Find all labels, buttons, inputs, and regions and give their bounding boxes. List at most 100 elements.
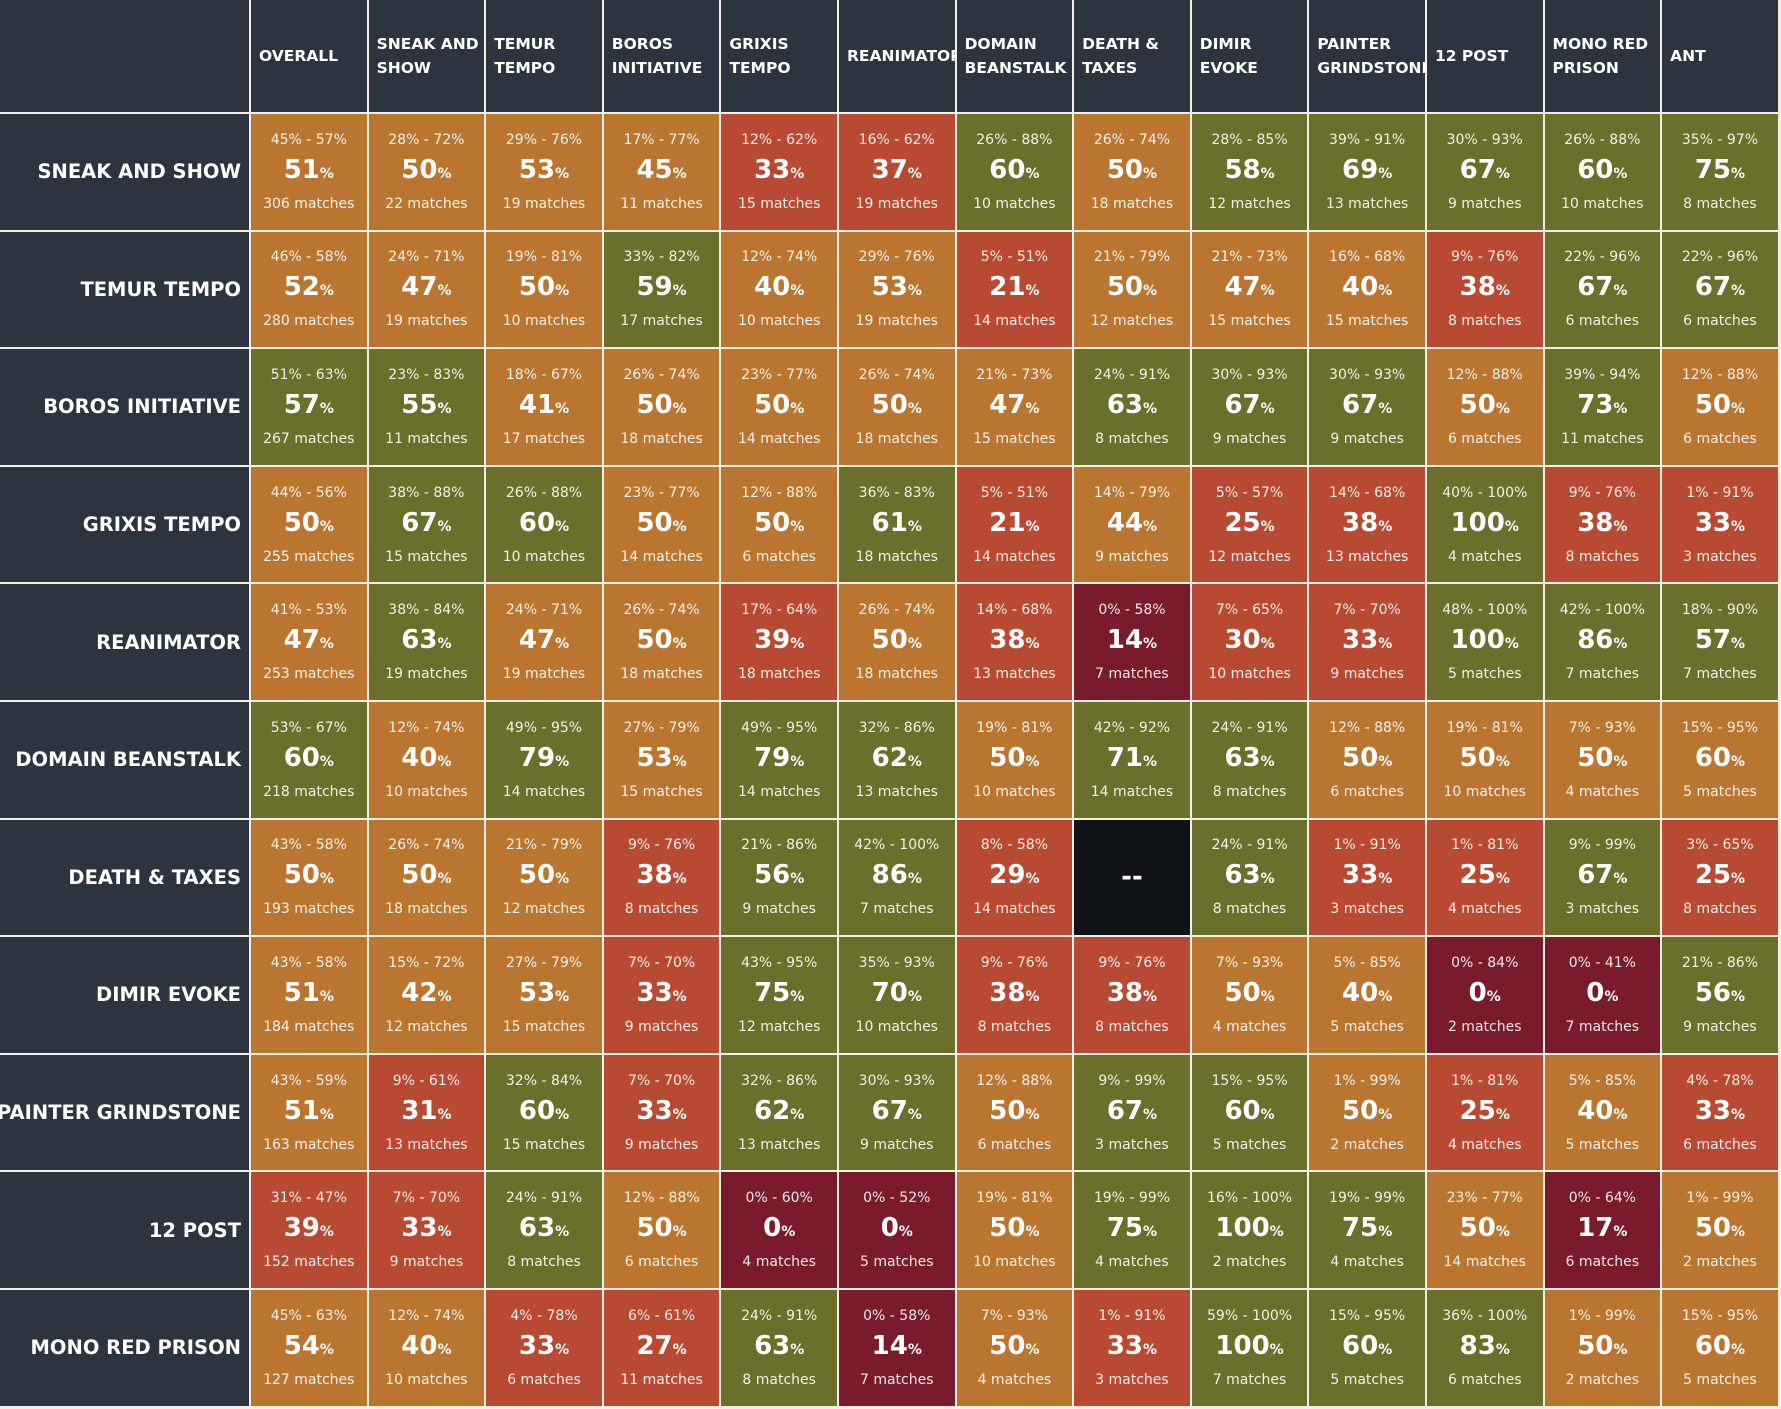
- matchup-cell[interactable]: 0% - 64% 17% 6 matches: [1544, 1172, 1661, 1288]
- column-header[interactable]: TEMUR TEMPO: [486, 0, 602, 112]
- matchup-cell[interactable]: 16% - 68% 40% 15 matches: [1309, 231, 1425, 348]
- matchup-cell[interactable]: 9% - 99% 67% 3 matches: [1544, 819, 1661, 936]
- matchup-cell[interactable]: 5% - 51% 21% 14 matches: [956, 231, 1073, 348]
- matchup-cell[interactable]: 19% - 81% 50% 10 matches: [486, 231, 602, 348]
- matchup-cell[interactable]: 9% - 76% 38% 8 matches: [603, 819, 720, 936]
- matchup-cell[interactable]: 14% - 68% 38% 13 matches: [1309, 466, 1425, 583]
- matchup-cell[interactable]: 41% - 53% 47% 253 matches: [251, 584, 367, 700]
- matchup-cell[interactable]: 30% - 93% 67% 9 matches: [1426, 114, 1543, 230]
- matchup-cell[interactable]: 22% - 96% 67% 6 matches: [1544, 231, 1661, 348]
- matchup-cell[interactable]: 17% - 77% 45% 11 matches: [603, 114, 720, 230]
- matchup-cell[interactable]: 12% - 62% 33% 15 matches: [721, 114, 837, 230]
- matchup-cell[interactable]: 44% - 56% 50% 255 matches: [251, 466, 367, 583]
- matchup-cell[interactable]: 26% - 88% 60% 10 matches: [956, 114, 1073, 230]
- matchup-cell[interactable]: 15% - 95% 60% 5 matches: [1662, 1289, 1778, 1406]
- matchup-cell[interactable]: 23% - 77% 50% 14 matches: [603, 466, 720, 583]
- matchup-cell[interactable]: 21% - 73% 47% 15 matches: [956, 349, 1073, 465]
- matchup-cell[interactable]: 0% - 52% 0% 5 matches: [838, 1172, 955, 1288]
- matchup-cell[interactable]: 39% - 94% 73% 11 matches: [1544, 349, 1661, 465]
- matchup-cell[interactable]: 32% - 84% 60% 15 matches: [486, 1054, 602, 1171]
- row-header[interactable]: MONO RED PRISON: [0, 1289, 249, 1406]
- matchup-cell[interactable]: 26% - 88% 60% 10 matches: [486, 466, 602, 583]
- matchup-cell[interactable]: 38% - 88% 67% 15 matches: [368, 466, 485, 583]
- matchup-cell[interactable]: 26% - 74% 50% 18 matches: [603, 584, 720, 700]
- matchup-cell[interactable]: 15% - 72% 42% 12 matches: [368, 937, 485, 1053]
- column-header[interactable]: GRIXIS TEMPO: [721, 0, 837, 112]
- matchup-cell[interactable]: 0% - 60% 0% 4 matches: [721, 1172, 837, 1288]
- matchup-cell[interactable]: 9% - 76% 38% 8 matches: [956, 937, 1073, 1053]
- matchup-cell[interactable]: 40% - 100% 100% 4 matches: [1426, 466, 1543, 583]
- matchup-cell[interactable]: 26% - 74% 50% 18 matches: [1074, 114, 1190, 230]
- matchup-cell[interactable]: 51% - 63% 57% 267 matches: [251, 349, 367, 465]
- matchup-cell[interactable]: 12% - 88% 50% 6 matches: [1426, 349, 1543, 465]
- matchup-cell[interactable]: 24% - 91% 63% 8 matches: [721, 1289, 837, 1406]
- matchup-cell[interactable]: 0% - 41% 0% 7 matches: [1544, 937, 1661, 1053]
- matchup-cell[interactable]: 49% - 95% 79% 14 matches: [486, 701, 602, 818]
- matchup-cell[interactable]: 35% - 93% 70% 10 matches: [838, 937, 955, 1053]
- matchup-cell[interactable]: 5% - 85% 40% 5 matches: [1544, 1054, 1661, 1171]
- matchup-cell[interactable]: 12% - 74% 40% 10 matches: [368, 1289, 485, 1406]
- matchup-cell[interactable]: 43% - 58% 51% 184 matches: [251, 937, 367, 1053]
- matchup-cell[interactable]: 53% - 67% 60% 218 matches: [251, 701, 367, 818]
- matchup-cell[interactable]: 24% - 71% 47% 19 matches: [368, 231, 485, 348]
- matchup-cell[interactable]: 30% - 93% 67% 9 matches: [838, 1054, 955, 1171]
- matchup-cell[interactable]: 12% - 74% 40% 10 matches: [721, 231, 837, 348]
- matchup-cell[interactable]: 32% - 86% 62% 13 matches: [838, 701, 955, 818]
- matchup-cell[interactable]: 1% - 91% 33% 3 matches: [1309, 819, 1425, 936]
- matchup-cell[interactable]: 15% - 95% 60% 5 matches: [1191, 1054, 1308, 1171]
- matchup-cell[interactable]: 26% - 74% 50% 18 matches: [368, 819, 485, 936]
- matchup-cell[interactable]: 22% - 96% 67% 6 matches: [1662, 231, 1778, 348]
- column-header[interactable]: SNEAK AND SHOW: [368, 0, 485, 112]
- matchup-cell[interactable]: 9% - 99% 67% 3 matches: [1074, 1054, 1190, 1171]
- matchup-cell[interactable]: 12% - 74% 40% 10 matches: [368, 701, 485, 818]
- matchup-cell[interactable]: 38% - 84% 63% 19 matches: [368, 584, 485, 700]
- matchup-cell[interactable]: 12% - 88% 50% 6 matches: [1309, 701, 1425, 818]
- matchup-cell[interactable]: 7% - 70% 33% 9 matches: [1309, 584, 1425, 700]
- matchup-cell[interactable]: 12% - 88% 50% 6 matches: [1662, 349, 1778, 465]
- matchup-cell[interactable]: 15% - 95% 60% 5 matches: [1662, 701, 1778, 818]
- column-header[interactable]: DIMIR EVOKE: [1191, 0, 1308, 112]
- matchup-cell[interactable]: 33% - 82% 59% 17 matches: [603, 231, 720, 348]
- matchup-cell[interactable]: 7% - 65% 30% 10 matches: [1191, 584, 1308, 700]
- row-header[interactable]: DIMIR EVOKE: [0, 937, 249, 1053]
- matchup-cell[interactable]: 59% - 100% 100% 7 matches: [1191, 1289, 1308, 1406]
- matchup-cell[interactable]: 1% - 99% 50% 2 matches: [1544, 1289, 1661, 1406]
- matchup-cell[interactable]: 4% - 78% 33% 6 matches: [1662, 1054, 1778, 1171]
- matchup-cell[interactable]: 21% - 86% 56% 9 matches: [721, 819, 837, 936]
- column-header[interactable]: ANT: [1662, 0, 1778, 112]
- matchup-cell[interactable]: 12% - 88% 50% 6 matches: [603, 1172, 720, 1288]
- matchup-cell[interactable]: 0% - 58% 14% 7 matches: [838, 1289, 955, 1406]
- matchup-cell[interactable]: 3% - 65% 25% 8 matches: [1662, 819, 1778, 936]
- row-header[interactable]: SNEAK AND SHOW: [0, 114, 249, 230]
- matchup-cell[interactable]: 46% - 58% 52% 280 matches: [251, 231, 367, 348]
- matchup-cell[interactable]: 27% - 79% 53% 15 matches: [603, 701, 720, 818]
- matchup-cell[interactable]: 9% - 76% 38% 8 matches: [1074, 937, 1190, 1053]
- matchup-cell[interactable]: 28% - 85% 58% 12 matches: [1191, 114, 1308, 230]
- matchup-cell[interactable]: 7% - 93% 50% 4 matches: [956, 1289, 1073, 1406]
- column-header[interactable]: MONO RED PRISON: [1544, 0, 1661, 112]
- matchup-cell[interactable]: 17% - 64% 39% 18 matches: [721, 584, 837, 700]
- matchup-cell[interactable]: 43% - 59% 51% 163 matches: [251, 1054, 367, 1171]
- matchup-cell[interactable]: 5% - 57% 25% 12 matches: [1191, 466, 1308, 583]
- matchup-cell[interactable]: 26% - 74% 50% 18 matches: [603, 349, 720, 465]
- matchup-cell[interactable]: 26% - 88% 60% 10 matches: [1544, 114, 1661, 230]
- matchup-cell[interactable]: 29% - 76% 53% 19 matches: [486, 114, 602, 230]
- matchup-cell[interactable]: 24% - 91% 63% 8 matches: [1074, 349, 1190, 465]
- matchup-cell[interactable]: --: [1074, 819, 1190, 936]
- matchup-cell[interactable]: 9% - 76% 38% 8 matches: [1426, 231, 1543, 348]
- matchup-cell[interactable]: 26% - 74% 50% 18 matches: [838, 584, 955, 700]
- matchup-cell[interactable]: 9% - 76% 38% 8 matches: [1544, 466, 1661, 583]
- matchup-cell[interactable]: 1% - 81% 25% 4 matches: [1426, 1054, 1543, 1171]
- matchup-cell[interactable]: 43% - 95% 75% 12 matches: [721, 937, 837, 1053]
- column-header[interactable]: BOROS INITIATIVE: [603, 0, 720, 112]
- matchup-cell[interactable]: 39% - 91% 69% 13 matches: [1309, 114, 1425, 230]
- matchup-cell[interactable]: 29% - 76% 53% 19 matches: [838, 231, 955, 348]
- matchup-cell[interactable]: 42% - 92% 71% 14 matches: [1074, 701, 1190, 818]
- matchup-cell[interactable]: 30% - 93% 67% 9 matches: [1191, 349, 1308, 465]
- matchup-cell[interactable]: 1% - 81% 25% 4 matches: [1426, 819, 1543, 936]
- matchup-cell[interactable]: 30% - 93% 67% 9 matches: [1309, 349, 1425, 465]
- row-header[interactable]: DEATH & TAXES: [0, 819, 249, 936]
- matchup-cell[interactable]: 7% - 70% 33% 9 matches: [368, 1172, 485, 1288]
- matchup-cell[interactable]: 36% - 83% 61% 18 matches: [838, 466, 955, 583]
- matchup-cell[interactable]: 28% - 72% 50% 22 matches: [368, 114, 485, 230]
